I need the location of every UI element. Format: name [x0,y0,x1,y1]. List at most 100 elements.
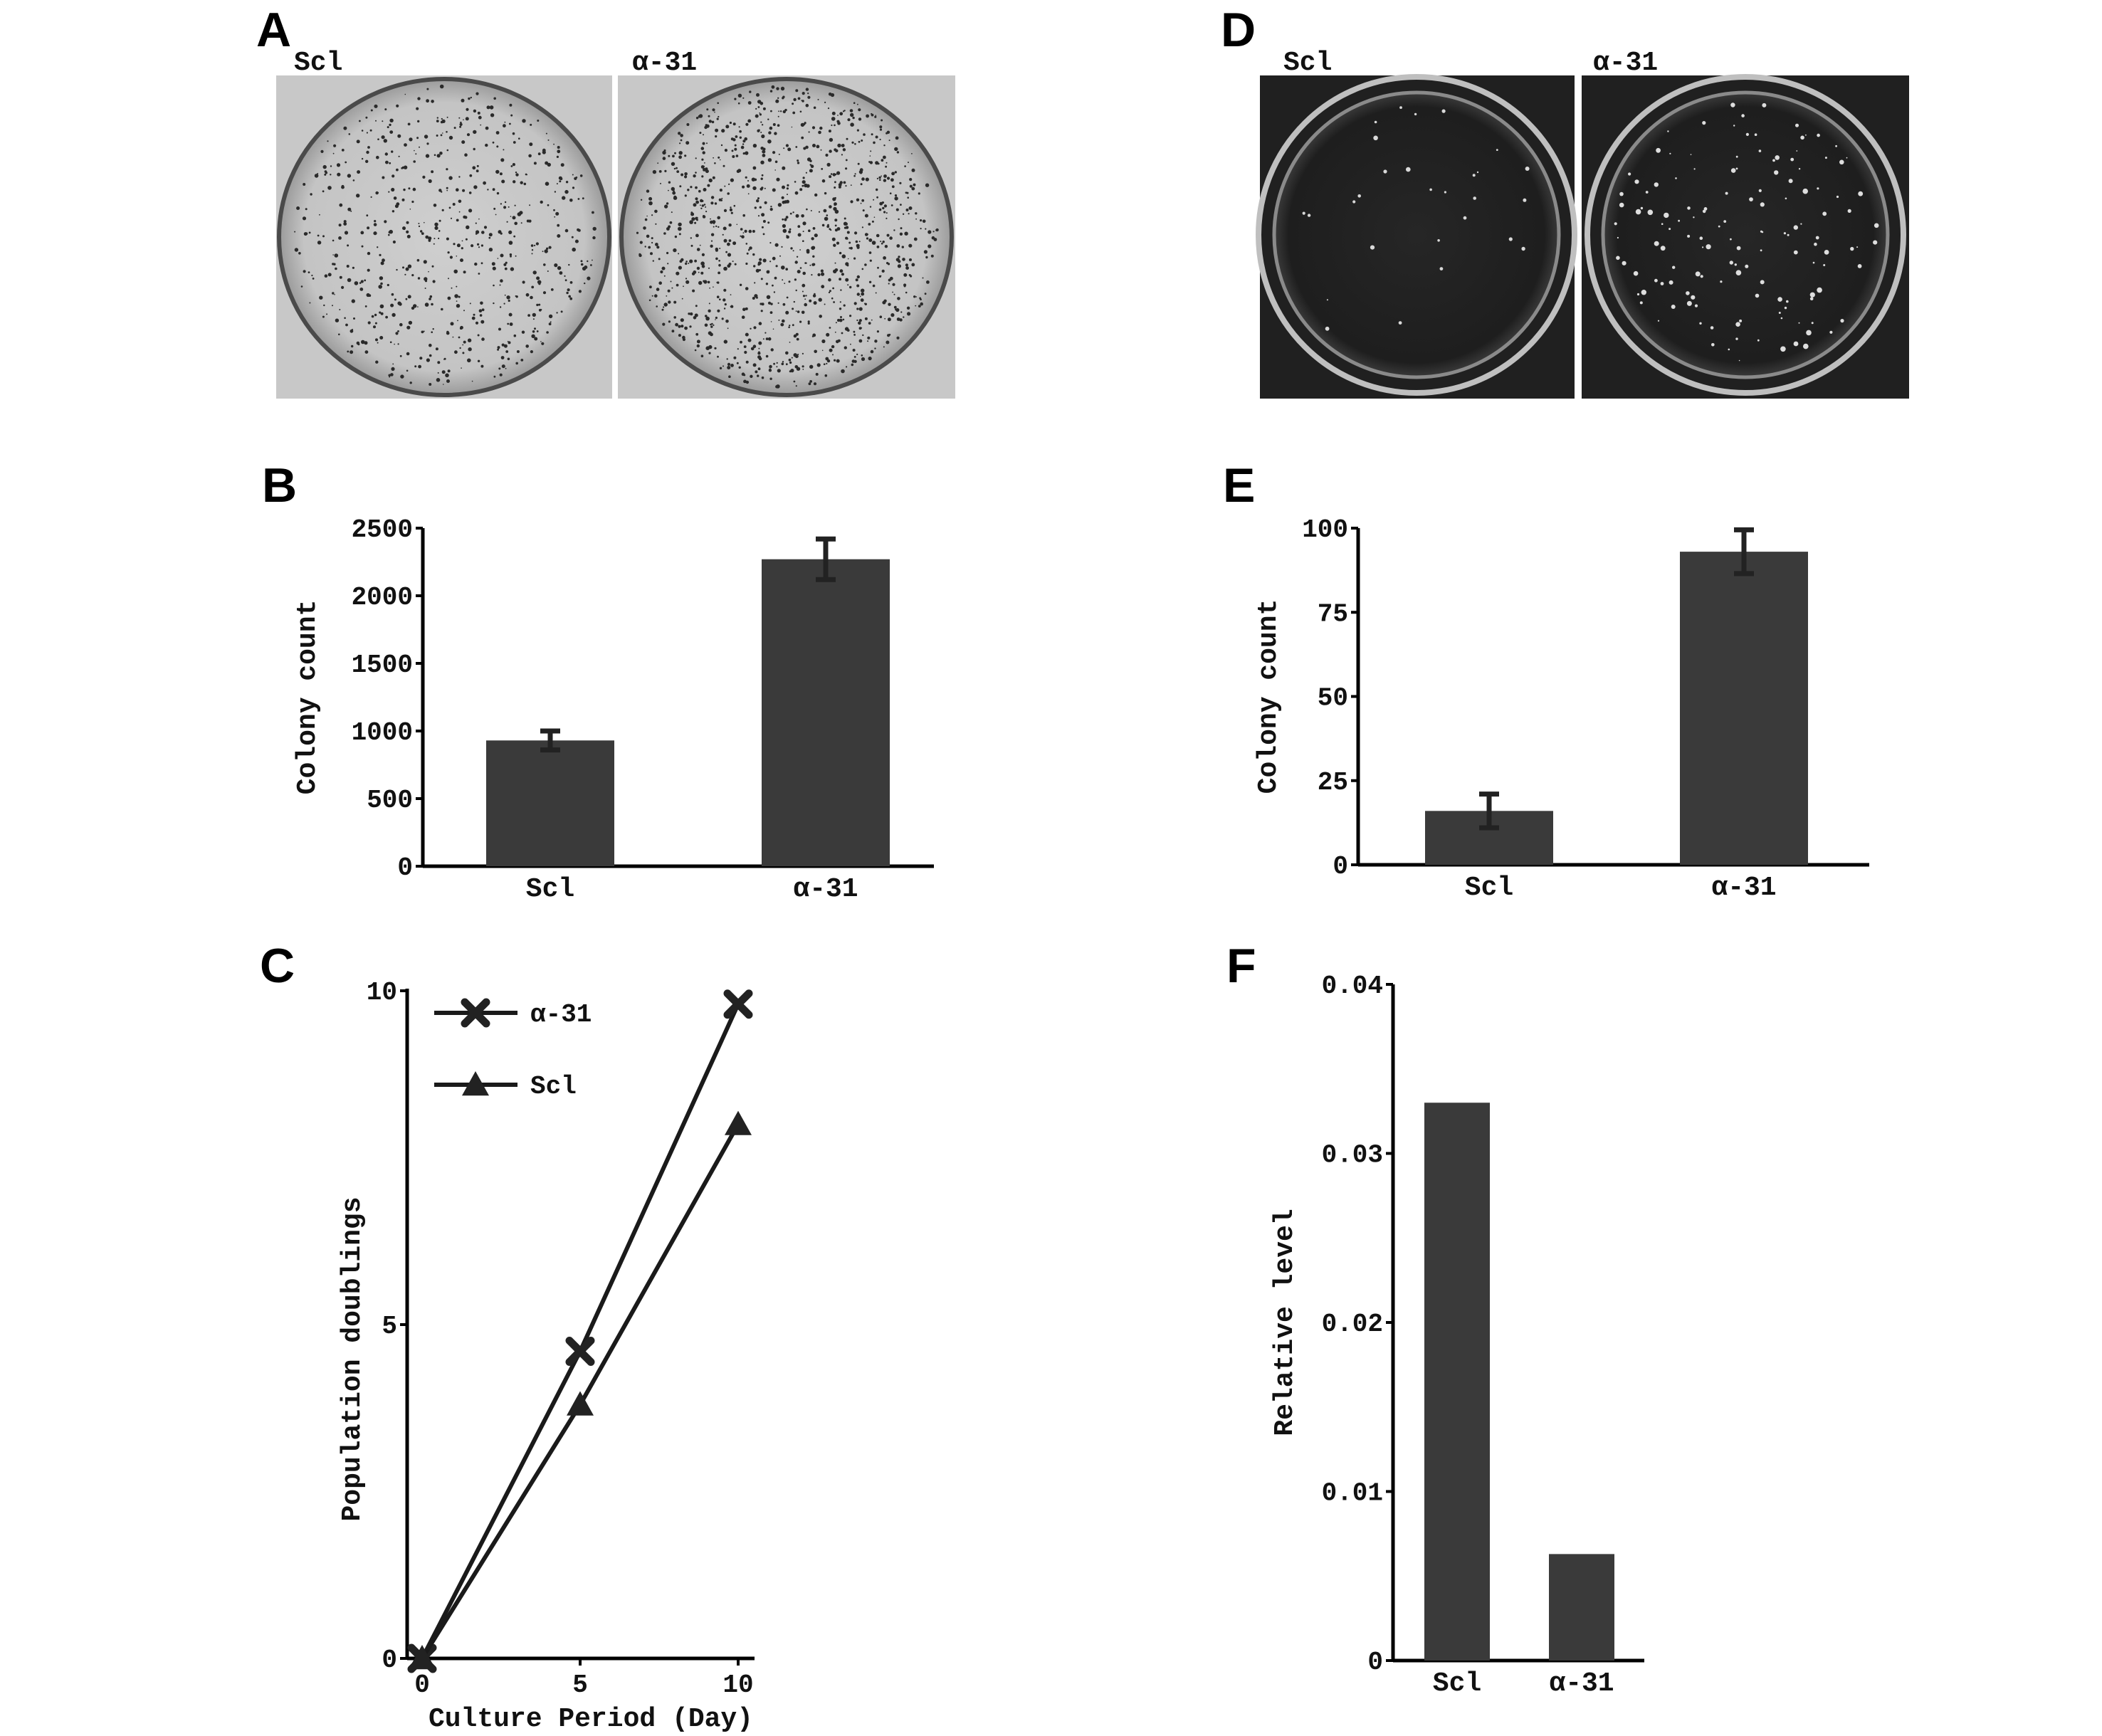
colony-dot [445,373,449,378]
colony-dot [895,208,899,211]
colony-dot [450,217,453,219]
colony-dot [509,103,513,107]
colony-dot [883,174,887,178]
colony-dot [347,244,350,247]
colony-dot [666,251,669,255]
colony-dot [491,262,495,266]
colony-dot [806,157,811,162]
colony-dot [330,174,332,176]
colony-dot [341,149,345,152]
colony-dot [691,272,695,275]
colony-dot [837,339,841,342]
colony-dot [497,258,499,259]
colony-dot [782,185,785,189]
colony-dot [710,332,713,337]
colony-dot [505,350,509,353]
colony-dot [829,228,831,231]
colony-dot [566,291,569,295]
colony-dot [814,233,818,238]
colony-dot [734,144,737,147]
colony-dot [807,320,810,323]
colony-dot [854,231,858,235]
colony-dot [668,154,671,157]
colony-dot [441,307,443,311]
colony-dot [463,215,466,219]
colony-dot [770,206,772,208]
colony-dot [883,346,885,348]
colony-dot [1772,159,1775,162]
colony-dot [774,169,776,171]
colony-dot [496,145,499,148]
colony-dot [582,197,584,200]
colony-dot [503,124,506,128]
colony-dot [515,172,517,174]
colony-dot [423,260,427,264]
colony-dot [1619,191,1624,196]
colony-dot [799,249,801,251]
colony-dot [829,137,834,142]
colony-dot [736,223,738,226]
colony-dot [548,246,552,249]
colony-dot [322,164,327,169]
colony-dot [1734,263,1737,266]
colony-dot [862,334,864,337]
colony-dot [691,217,695,221]
colony-dot [1693,168,1696,170]
colony-dot [818,211,821,213]
colony-dot [718,260,720,262]
colony-dot [764,201,767,204]
colony-dot [446,189,448,191]
colony-dot [1725,191,1728,195]
colony-dot [649,285,652,289]
colony-dot [811,263,815,266]
well-alpha31 [1601,90,1890,379]
colony-dot [684,194,687,197]
colony-dot [1741,114,1745,117]
colony-dot [795,146,798,148]
colony-dot [428,179,432,184]
colony-dot [390,373,394,377]
colony-dot [398,155,400,157]
colony-dot [553,209,555,211]
colony-dot [806,208,808,211]
colony-dot [1616,256,1620,261]
colony-dot [756,93,760,97]
colony-dot [356,140,360,144]
colony-dot [737,102,740,105]
colony-dot [871,133,873,136]
bar-scl [1424,1103,1490,1661]
colony-dot [460,258,463,263]
colony-dot [785,363,788,366]
colony-dot [690,212,695,216]
colony-dot [837,143,841,148]
colony-dot [773,291,776,293]
colony-dot [397,330,399,332]
colony-dot [826,225,830,228]
colony-dot [418,364,421,369]
colony-dot [847,118,851,122]
colony-dot [680,139,683,142]
colony-dot [853,334,856,336]
colony-dot [364,350,369,354]
colony-dot [384,220,387,223]
colony-dot [920,228,922,230]
colony-dot [821,168,824,170]
colony-dot [488,248,493,252]
colony-dot [514,221,517,226]
colony-dot [507,357,510,361]
colony-dot [699,132,702,135]
colony-dot [766,295,771,300]
category-label: α-31 [1549,1668,1614,1699]
colony-dot [1669,228,1671,231]
colony-dot [858,307,863,311]
colony-dot [568,263,570,266]
colony-dot [767,221,770,224]
colony-dot [777,369,781,373]
colony-dot [564,279,567,282]
colony-dot [554,263,558,268]
colony-dot [440,120,443,124]
colony-dot [397,343,399,345]
y-axis-title: Relative level [1270,1209,1300,1436]
colony-dot [564,228,569,233]
colony-dot [833,206,837,211]
